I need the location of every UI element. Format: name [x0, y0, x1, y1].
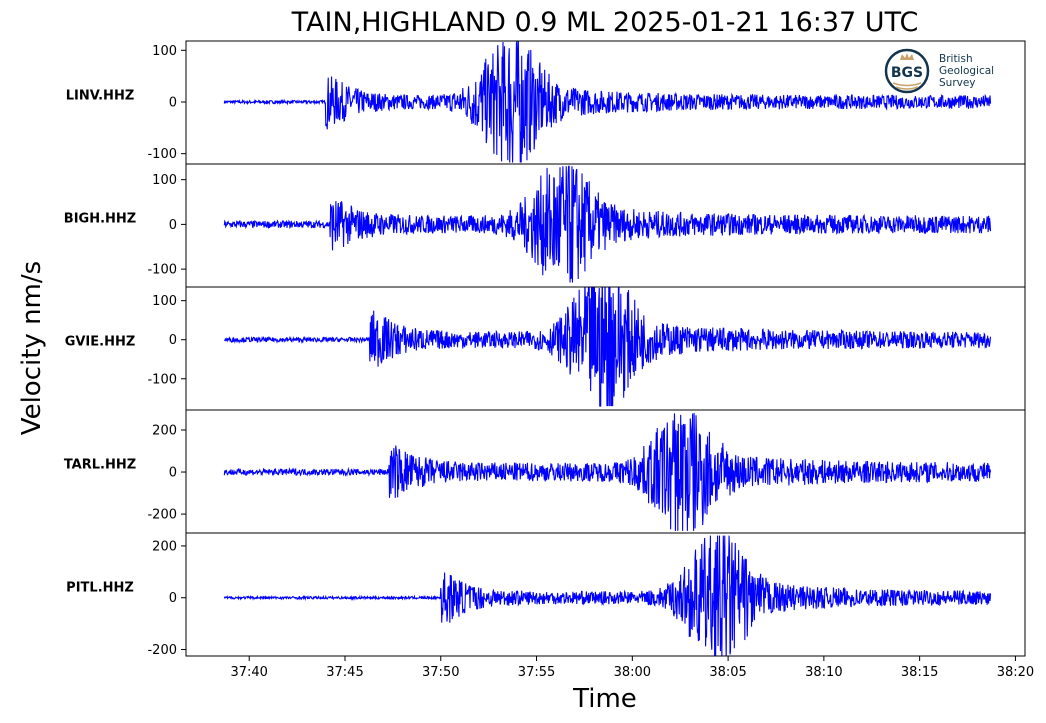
trace-panel-pitl-hhz: 200 0 -200 PITL.HHZ: [66, 532, 1026, 658]
trace-panel-bigh-hhz: 100 0 -100 BIGH.HHZ: [64, 163, 1026, 288]
x-tick-label: 37:40: [230, 665, 267, 680]
bgs-logo-line-1: British: [939, 53, 973, 65]
seismic-trace: [223, 41, 992, 163]
y-tick-label: 0: [169, 333, 177, 348]
y-tick-label: 200: [152, 539, 177, 554]
station-label: LINV.HHZ: [66, 89, 135, 104]
station-label: BIGH.HHZ: [64, 212, 136, 227]
y-tick-label: 0: [169, 466, 177, 481]
x-axis-label: Time: [572, 684, 637, 714]
x-tick-label: 38:10: [805, 665, 842, 680]
x-tick-label: 38:05: [709, 665, 746, 680]
bgs-logo-ring-icon: [884, 48, 930, 94]
trace-panel-linv-hhz: 100 0 -100 LINV.HHZ: [66, 40, 1026, 165]
x-axis: 37:40 37:45 37:50 37:55 38:00 38:05 38:10 38:15…: [230, 656, 1034, 680]
trace-panel-gvie-hhz: 100 0 -100 GVIE.HHZ: [65, 286, 1026, 411]
y-tick-label: -100: [147, 147, 177, 162]
seismic-trace: [223, 535, 992, 656]
x-tick-label: 38:20: [997, 665, 1034, 680]
bgs-logo: BGS British Geological Survey: [884, 48, 994, 94]
y-tick-label: -200: [147, 508, 177, 523]
x-tick-label: 37:55: [518, 665, 555, 680]
seismic-trace: [223, 287, 992, 407]
trace-panel-tarl-hhz: 200 0 -200 TARL.HHZ: [64, 409, 1026, 534]
x-tick-label: 38:15: [901, 665, 938, 680]
bgs-crown-icon: [900, 53, 914, 60]
y-tick-label: 100: [152, 294, 177, 309]
y-tick-label: 100: [152, 173, 177, 188]
y-tick-label: 200: [152, 423, 177, 438]
station-label: GVIE.HHZ: [65, 335, 136, 350]
bgs-logo-initials: BGS: [891, 65, 923, 81]
bgs-logo-line-2: Geological: [939, 65, 994, 77]
y-tick-label: 0: [169, 95, 177, 110]
seismic-trace: [223, 413, 992, 531]
station-label: PITL.HHZ: [66, 581, 134, 596]
seismic-trace: [223, 165, 992, 283]
y-tick-label: 100: [152, 44, 177, 59]
x-tick-label: 38:00: [614, 665, 651, 680]
bgs-logo-line-3: Survey: [939, 77, 976, 89]
y-tick-label: 0: [169, 591, 177, 606]
x-tick-label: 37:45: [326, 665, 363, 680]
y-axis-label: Velocity nm/s: [17, 261, 47, 435]
y-tick-label: -100: [147, 372, 177, 387]
y-tick-label: 0: [169, 218, 177, 233]
bgs-strata-icon: [892, 82, 922, 90]
chart-title: TAIN,HIGHLAND 0.9 ML 2025-01-21 16:37 UT…: [291, 7, 919, 38]
station-label: TARL.HHZ: [64, 458, 136, 473]
y-tick-label: -200: [147, 643, 177, 658]
panel-frame: [185, 532, 1026, 657]
trace-panels: 100 0 -100 LINV.HHZ 100 0 -100 BIGH.HHZ 100 0 -100…: [64, 40, 1026, 658]
x-tick-label: 37:50: [422, 665, 459, 680]
y-tick-label: -100: [147, 263, 177, 278]
